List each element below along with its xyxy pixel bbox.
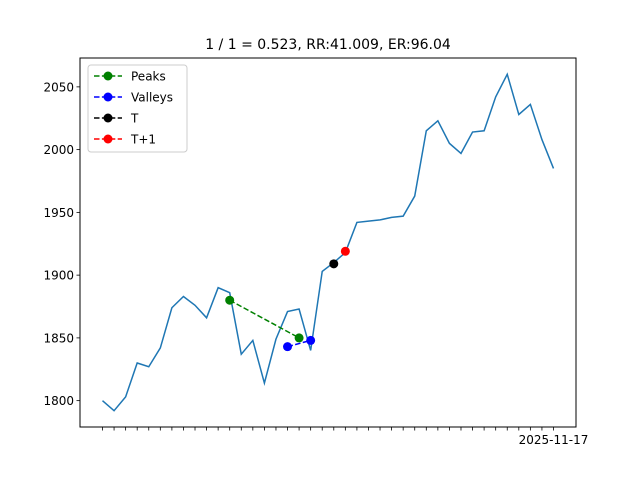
- y-axis: 1800 1850 1900 1950 2000 2050: [43, 80, 80, 408]
- legend-peaks-marker: [103, 71, 113, 81]
- y-tick-label: 1900: [43, 269, 74, 283]
- chart-title: 1 / 1 = 0.523, RR:41.009, ER:96.04: [205, 37, 451, 53]
- peaks-marker: [294, 333, 304, 343]
- legend-peaks-label: Peaks: [131, 70, 166, 84]
- y-tick-label: 1800: [43, 394, 74, 408]
- x-tick-label-last: 2025-11-17: [519, 433, 589, 447]
- valleys-marker: [306, 335, 316, 345]
- legend-valleys-label: Valleys: [131, 91, 173, 105]
- legend-tplus1-label: T+1: [130, 133, 156, 147]
- plot-area: [102, 72, 555, 412]
- legend-tplus1-marker: [103, 134, 113, 144]
- peaks-marker: [225, 295, 235, 305]
- tplus1-marker: [340, 246, 350, 256]
- y-tick-label: 2050: [43, 80, 74, 94]
- plot-frame: [79, 57, 577, 428]
- x-axis: 2025-11-17: [102, 427, 589, 447]
- legend-t-label: T: [130, 112, 139, 126]
- legend: Peaks Valleys T T+1: [87, 64, 188, 153]
- legend-box: [87, 64, 188, 153]
- y-tick-label: 2000: [43, 143, 74, 157]
- legend-valleys-marker: [103, 92, 113, 102]
- y-tick-label: 1850: [43, 331, 74, 345]
- y-tick-label: 1950: [43, 206, 74, 220]
- peaks-line: [229, 299, 300, 339]
- t-marker: [329, 259, 339, 269]
- legend-t-marker: [103, 113, 113, 123]
- price-series-line: [102, 72, 555, 412]
- valleys-marker: [283, 342, 293, 352]
